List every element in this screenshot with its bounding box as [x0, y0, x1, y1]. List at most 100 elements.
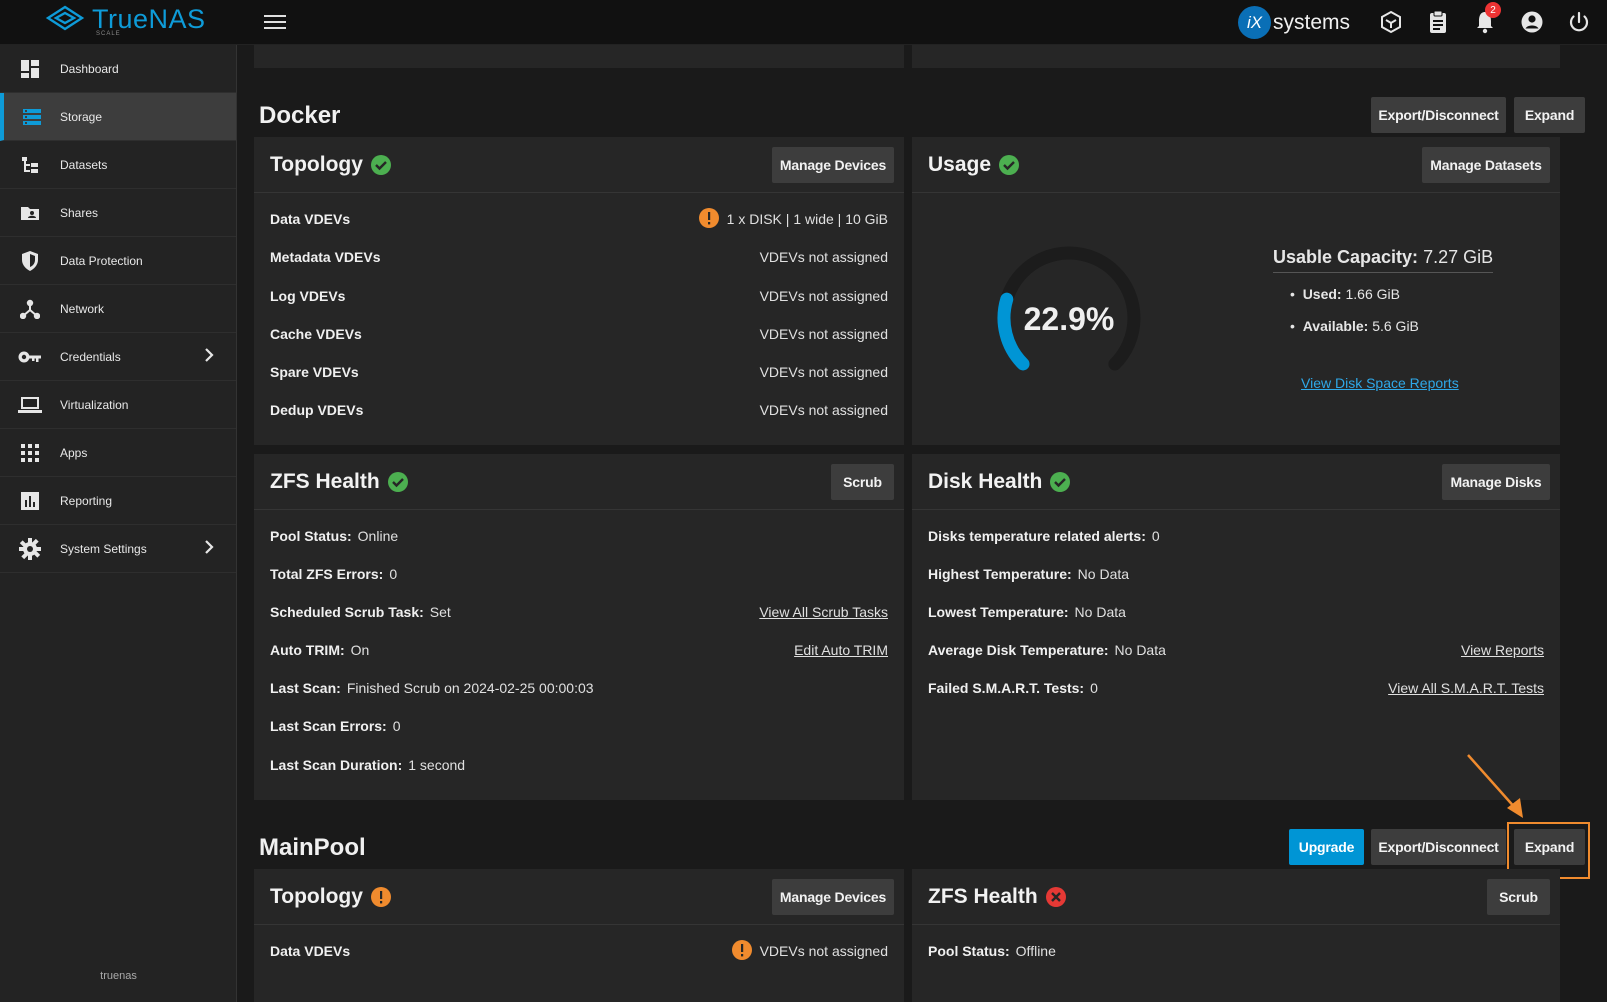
sidebar-item-reporting[interactable]: Reporting	[0, 477, 236, 525]
docker-export-disconnect-button[interactable]: Export/Disconnect	[1371, 97, 1506, 133]
annotation-arrow	[1467, 754, 1523, 818]
row-value: On	[350, 642, 370, 658]
hamburger-line	[264, 15, 286, 17]
available-item: • Available: 5.6 GiB	[1290, 318, 1419, 334]
sidebar-item-storage[interactable]: Storage	[0, 93, 236, 141]
view-disk-space-reports-link[interactable]: View Disk Space Reports	[1301, 375, 1459, 391]
topology-row: Dedup VDEVs VDEVs not assigned	[270, 400, 888, 420]
row-value: VDEVs not assigned	[759, 364, 888, 380]
edit-auto-trim-link[interactable]: Edit Auto TRIM	[794, 642, 888, 658]
zfs-row: Last Scan Errors: 0	[270, 716, 888, 736]
chevron-right-icon	[204, 539, 214, 560]
sidebar-item-apps[interactable]: Apps	[0, 429, 236, 477]
zfs-row: Total ZFS Errors: 0	[270, 564, 888, 584]
ixsystems-logo[interactable]: iX systems	[1238, 6, 1350, 39]
warning-icon	[698, 207, 719, 231]
topology-row: Metadata VDEVs VDEVs not assigned	[270, 247, 888, 267]
mainpool-manage-devices-button[interactable]: Manage Devices	[772, 879, 894, 915]
sidebar-item-label: Apps	[60, 445, 88, 460]
storage-icon	[4, 107, 60, 127]
docker-expand-button[interactable]: Expand	[1514, 97, 1585, 133]
truecommand-icon[interactable]	[1377, 8, 1405, 36]
docker-scrub-button[interactable]: Scrub	[831, 464, 894, 500]
key-icon	[0, 350, 60, 364]
zfs-row: Pool Status: Online	[270, 526, 888, 546]
row-key: Log VDEVs	[270, 288, 346, 304]
sidebar-item-label: Virtualization	[60, 397, 129, 412]
sidebar-item-label: Credentials	[60, 349, 121, 364]
pool-title-docker: Docker	[259, 102, 341, 129]
previous-card-bottom	[912, 45, 1560, 68]
mainpool-upgrade-button[interactable]: Upgrade	[1289, 829, 1364, 865]
sidebar-item-shares[interactable]: Shares	[0, 189, 236, 237]
row-value: VDEVs not assigned	[759, 249, 888, 265]
view-all-scrub-tasks-link[interactable]: View All Scrub Tasks	[759, 604, 888, 620]
sidebar-item-label: Data Protection	[60, 253, 143, 268]
disk-row: Failed S.M.A.R.T. Tests: 0 View All S.M.A.…	[928, 678, 1544, 698]
hamburger-line	[264, 27, 286, 29]
logo-edition: SCALE	[96, 31, 121, 37]
sidebar-item-data-protection[interactable]: Data Protection	[0, 237, 236, 285]
row-key: Total ZFS Errors:	[270, 566, 384, 582]
sidebar: Dashboard Storage Datasets Shares Data P…	[0, 45, 237, 1002]
check-circle-icon	[1050, 472, 1071, 492]
jobs-clipboard-icon[interactable]	[1424, 8, 1452, 36]
row-value: No Data	[1114, 642, 1166, 658]
sidebar-item-credentials[interactable]: Credentials	[0, 333, 236, 381]
row-value: 0	[392, 718, 401, 734]
docker-disk-health-card: Disk Health Manage Disks Disks temperatu…	[912, 454, 1560, 800]
view-all-smart-tests-link[interactable]: View All S.M.A.R.T. Tests	[1388, 680, 1544, 696]
notifications-bell-icon[interactable]: 2	[1471, 2, 1501, 36]
manage-disks-button[interactable]: Manage Disks	[1442, 464, 1550, 500]
row-value: Set	[429, 604, 451, 620]
available-value: 5.6 GiB	[1372, 318, 1419, 334]
row-key: Metadata VDEVs	[270, 249, 381, 265]
warning-icon	[370, 887, 391, 907]
notification-count-badge: 2	[1485, 2, 1501, 18]
docker-topology-card: Topology Manage Devices Data VDEVs 1 x DI…	[254, 137, 904, 445]
laptop-icon	[0, 396, 60, 414]
row-key: Last Scan Duration:	[270, 757, 403, 773]
card-title: Disk Health	[928, 470, 1043, 493]
mainpool-expand-button[interactable]: Expand	[1514, 829, 1585, 865]
docker-manage-devices-button[interactable]: Manage Devices	[772, 147, 894, 183]
row-key: Average Disk Temperature:	[928, 642, 1109, 658]
sidebar-item-label: Dashboard	[60, 61, 119, 76]
card-header: Topology Manage Devices	[254, 869, 904, 925]
mainpool-export-disconnect-button[interactable]: Export/Disconnect	[1371, 829, 1506, 865]
row-key: Pool Status:	[270, 528, 352, 544]
card-header: Topology Manage Devices	[254, 137, 904, 193]
disk-row: Disks temperature related alerts: 0	[928, 526, 1544, 546]
sidebar-item-network[interactable]: Network	[0, 285, 236, 333]
sidebar-item-label: System Settings	[60, 541, 147, 556]
sidebar-item-dashboard[interactable]: Dashboard	[0, 45, 236, 93]
used-item: • Used: 1.66 GiB	[1290, 286, 1400, 302]
sidebar-item-system-settings[interactable]: System Settings	[0, 525, 236, 573]
sidebar-item-label: Shares	[60, 205, 99, 220]
shares-icon	[0, 203, 60, 223]
menu-toggle-button[interactable]	[264, 12, 286, 32]
docker-usage-card: Usage Manage Datasets 22.9% Usable Capac…	[912, 137, 1560, 445]
row-value: No Data	[1077, 566, 1130, 582]
sidebar-item-virtualization[interactable]: Virtualization	[0, 381, 236, 429]
row-value: VDEVs not assigned	[759, 288, 888, 304]
row-key: Spare VDEVs	[270, 364, 359, 380]
chevron-right-icon	[204, 347, 214, 368]
account-icon[interactable]	[1518, 8, 1546, 36]
view-reports-link[interactable]: View Reports	[1460, 642, 1544, 658]
power-icon[interactable]	[1565, 8, 1593, 36]
sidebar-item-datasets[interactable]: Datasets	[0, 141, 236, 189]
row-key: Scheduled Scrub Task:	[270, 604, 424, 620]
sidebar-item-label: Storage	[60, 109, 103, 124]
check-circle-icon	[387, 472, 408, 492]
row-value: 0	[389, 566, 398, 582]
truenas-logo[interactable]: TrueNAS SCALE	[44, 4, 206, 37]
card-title: Topology	[270, 885, 363, 908]
manage-datasets-button[interactable]: Manage Datasets	[1422, 147, 1550, 183]
zfs-row: Pool Status: Offline	[928, 941, 1544, 961]
usable-capacity-label: Usable Capacity:	[1273, 247, 1419, 267]
mainpool-scrub-button[interactable]: Scrub	[1487, 879, 1550, 915]
row-key: Data VDEVs	[270, 211, 351, 227]
zfs-row: Last Scan: Finished Scrub on 2024-02-25 0…	[270, 678, 888, 698]
storage-main: Docker Export/Disconnect Expand Topology…	[237, 45, 1607, 1002]
